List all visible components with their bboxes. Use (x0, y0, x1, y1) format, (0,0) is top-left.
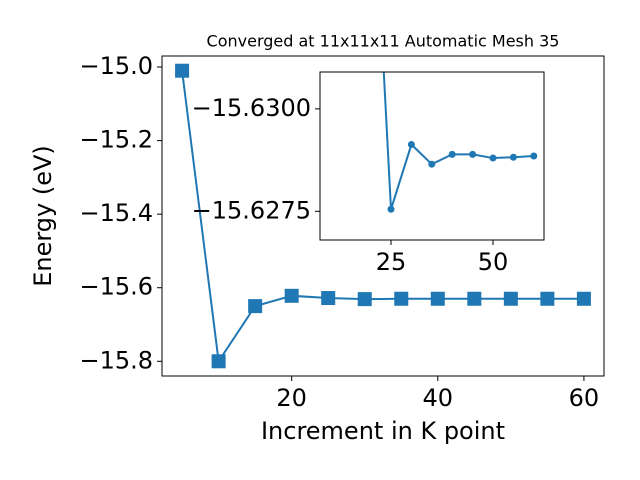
plot-area (382, 72, 538, 213)
y-tick-label: −15.6300 (192, 94, 311, 122)
chart-title: Converged at 11x11x11 Automatic Mesh 35 (207, 32, 560, 51)
marker (387, 205, 395, 213)
y-tick-label: −15.8 (79, 346, 153, 374)
marker (540, 291, 555, 306)
marker (430, 291, 445, 306)
marker (284, 288, 299, 303)
marker (394, 291, 409, 306)
x-tick-label: 60 (569, 384, 600, 412)
marker (503, 291, 518, 306)
plot-frame (319, 71, 545, 241)
y-tick-label: −15.4 (79, 199, 153, 227)
y-tick-label: −15.6 (79, 273, 153, 301)
x-tick-label: 50 (478, 248, 509, 276)
marker (469, 150, 477, 158)
plot-area (175, 63, 591, 369)
marker (509, 153, 517, 161)
marker (448, 150, 456, 158)
marker (211, 354, 226, 369)
x-tick-label: 20 (276, 384, 307, 412)
marker (321, 291, 336, 306)
marker (489, 154, 497, 162)
marker (576, 291, 591, 306)
plot-frame (161, 55, 605, 377)
marker (428, 160, 436, 168)
plot-background (320, 72, 544, 240)
marker (467, 291, 482, 306)
marker (407, 141, 415, 149)
y-tick-label: −15.2 (79, 126, 153, 154)
marker (357, 292, 372, 307)
x-tick-label: 25 (376, 248, 407, 276)
y-axis-label: Energy (eV) (29, 145, 57, 287)
marker (248, 299, 263, 314)
x-axis-label: Increment in K point (261, 417, 505, 445)
marker (530, 152, 538, 160)
x-tick-label: 40 (423, 384, 454, 412)
marker (175, 63, 190, 78)
y-tick-label: −15.0 (79, 52, 153, 80)
y-tick-label: −15.6275 (192, 196, 311, 224)
